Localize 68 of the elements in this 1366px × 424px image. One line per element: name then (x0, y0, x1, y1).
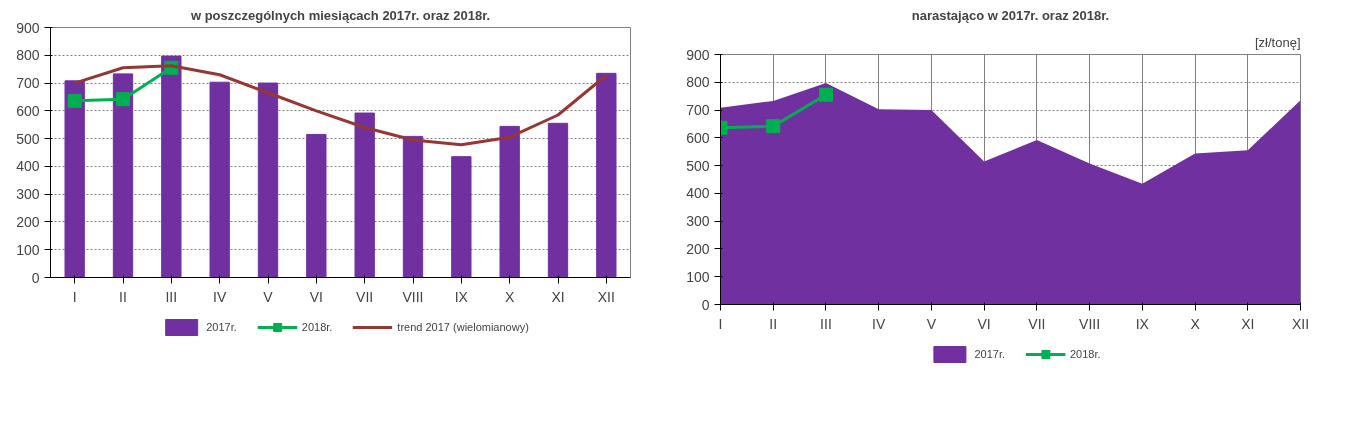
legend-label: 2017r. (974, 348, 1005, 360)
y-tick-label: 600 (686, 129, 710, 146)
y-tick-label: 0 (31, 269, 40, 286)
bar (451, 156, 472, 278)
bar (402, 135, 424, 278)
y-tick-label: 500 (16, 130, 40, 147)
x-tick-label: X (1190, 315, 1201, 332)
chart-title: narastająco w 2017r. oraz 2018r. (911, 7, 1110, 23)
point (116, 92, 130, 107)
point (818, 87, 833, 102)
text: [zł/tonę] (1254, 34, 1301, 50)
y-tick-label: 300 (16, 186, 40, 203)
x-tick-label: VII (356, 288, 374, 305)
x-tick-label: XII (597, 288, 615, 305)
y-tick-label: 100 (16, 241, 40, 258)
x-tick-label: III (165, 288, 178, 305)
x-tick-label: XI (1241, 315, 1255, 332)
x-tick-label: VII (1028, 315, 1046, 332)
x-tick-label: XI (551, 288, 565, 305)
x-tick-label: II (769, 315, 778, 332)
bar (354, 112, 375, 278)
y-tick-label: 300 (686, 213, 710, 230)
y-tick-label: 100 (686, 268, 710, 285)
legend-label: 2018r. (301, 321, 333, 333)
x-tick-label: X (505, 288, 515, 305)
y-tick-label: 400 (16, 158, 40, 175)
bar (306, 133, 327, 278)
x-tick-label: V (263, 288, 274, 305)
point (67, 93, 82, 108)
x-tick-label: VI (309, 288, 323, 305)
bar (112, 73, 134, 278)
x-tick-label: IV (872, 315, 886, 332)
chart-title: w poszczególnych miesiącach 2017r. oraz 2018r. (189, 7, 491, 23)
y-tick-label: 0 (701, 296, 710, 313)
legend-label: trend 2017 (wielomianowy) (397, 321, 529, 333)
bar (547, 122, 569, 278)
y-tick-label: 200 (16, 213, 40, 230)
legend-label: 2017r. (206, 321, 237, 333)
bar (499, 125, 520, 278)
bar (596, 72, 617, 278)
legend-label: 2018r. (1070, 348, 1101, 360)
y-tick-label: 700 (686, 102, 710, 119)
y-tick-label: 700 (16, 75, 40, 92)
bar (161, 55, 182, 278)
x-tick-label: IX (1135, 315, 1150, 332)
bar (64, 80, 85, 278)
y-tick-label: 400 (686, 185, 710, 202)
x-tick-label: I (718, 315, 723, 332)
x-tick-label: IX (454, 288, 469, 305)
y-tick-label: 800 (686, 74, 710, 91)
x-tick-label: III (820, 315, 832, 332)
y-tick-label: 900 (16, 19, 40, 36)
x-tick-label: VI (977, 315, 991, 332)
x-tick-label: II (119, 288, 127, 305)
y-tick-label: 200 (686, 240, 710, 257)
bar (209, 81, 230, 278)
x-tick-label: IV (213, 288, 227, 305)
x-tick-label: V (926, 315, 937, 332)
y-tick-label: 500 (686, 157, 710, 174)
y-tick-label: 800 (16, 47, 40, 64)
x-tick-label: XII (1291, 315, 1310, 332)
x-tick-label: VIII (1079, 315, 1101, 332)
x-tick-label: I (72, 288, 77, 305)
y-tick-label: 600 (16, 102, 40, 119)
x-tick-label: VIII (402, 288, 424, 305)
bar (257, 82, 279, 278)
y-tick-label: 900 (686, 46, 710, 63)
point (766, 119, 781, 134)
